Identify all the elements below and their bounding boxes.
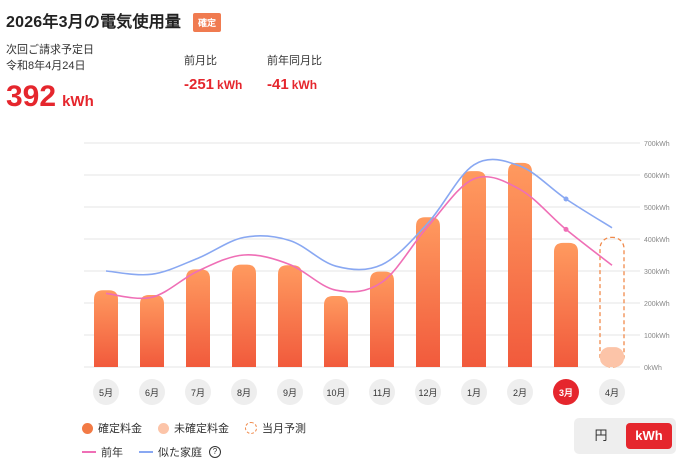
unit-toggle-yen-button[interactable]: 円 [594, 428, 608, 443]
unit-toggle: 円 kWh [574, 418, 676, 454]
next-billing-date: 令和8年4月24日 [6, 60, 86, 72]
confirmed-bar [278, 265, 302, 367]
confirmed-bar [462, 171, 486, 367]
x-tick-label: 4月 [605, 388, 619, 398]
x-tick-label: 8月 [237, 388, 251, 398]
month-chip [369, 379, 395, 405]
confirmed-bar [94, 290, 118, 367]
legend-forecast-label: 当月予測 [262, 423, 306, 435]
prev-year-value: -41 [267, 76, 289, 93]
confirmed-bar [416, 217, 440, 367]
confirmed-bar [508, 162, 532, 367]
x-tick-label: 2月 [513, 388, 527, 398]
page-title: 2026年3月の電気使用量 [6, 14, 182, 31]
month-chip [139, 379, 165, 405]
confirmed-bar [186, 269, 210, 367]
month-chip [599, 379, 625, 405]
legend-forecast: 当月予測 [245, 420, 306, 436]
unit-toggle-kwh-button[interactable]: kWh [626, 423, 672, 449]
legend-unconfirmed: 未確定料金 [158, 420, 229, 436]
x-tick-label: 10月 [326, 388, 345, 398]
usage-chart: 0kWh 100kWh 200kWh 300kWh 400kWh 500kWh 600kWh… [84, 141, 670, 405]
x-tick-label: 5月 [99, 388, 113, 398]
y-tick-label: 200kWh [644, 301, 670, 308]
month-chip [231, 379, 257, 405]
confirmed-bar [324, 295, 348, 367]
legend-confirmed: 確定料金 [82, 420, 142, 436]
prev-year-label: 前年同月比 [267, 55, 322, 67]
month-chip [507, 379, 533, 405]
usage-value: 392 [6, 80, 57, 113]
month-chip [461, 379, 487, 405]
confirmed-bar [370, 271, 394, 367]
forecast-swatch-icon [245, 422, 257, 434]
legend-bars: 確定料金 未確定料金 当月予測 [82, 420, 306, 436]
y-tick-label: 400kWh [644, 237, 670, 244]
help-icon[interactable]: ? [209, 446, 221, 458]
month-selected-chip [553, 379, 579, 405]
x-tick-label: 3月 [559, 388, 573, 398]
y-tick-label: 300kWh [644, 269, 670, 276]
legend-confirmed-label: 確定料金 [98, 423, 142, 435]
month-chip [415, 379, 441, 405]
forecast-bar [599, 236, 625, 368]
last-year-point [563, 226, 569, 232]
usage-unit: kWh [62, 93, 94, 110]
y-tick-label: 700kWh [644, 141, 670, 148]
next-billing-info: 次回ご請求予定日 令和8年4月24日 [6, 42, 94, 74]
legend-unconfirmed-label: 未確定料金 [174, 423, 229, 435]
unconfirmed-swatch-icon [158, 422, 169, 434]
prev-year-comparison: 前年同月比 -41 kWh [267, 52, 322, 93]
month-chip [277, 379, 303, 405]
confirmed-swatch-icon [82, 422, 93, 434]
prev-month-label: 前月比 [184, 55, 217, 67]
month-chip [93, 379, 119, 405]
confirmed-bar [140, 295, 164, 367]
x-tick-label: 12月 [418, 388, 437, 398]
similar-home-point [563, 196, 569, 202]
y-tick-label: 500kWh [644, 205, 670, 212]
month-chip [323, 379, 349, 405]
similar-home-swatch-icon [139, 451, 153, 453]
legend-lines: 前年 似た家庭 ? [82, 444, 221, 460]
y-tick-label: 100kWh [644, 333, 670, 340]
confirmed-bar [554, 242, 578, 367]
status-badge: 確定 [193, 13, 222, 32]
confirmed-bar [232, 264, 256, 367]
prev-month-value: -251 [184, 76, 215, 93]
legend-last-year: 前年 [82, 444, 123, 460]
usage-total: 392 kWh [6, 80, 94, 114]
x-tick-label: 1月 [467, 388, 481, 398]
legend-similar-home: 似た家庭 ? [139, 444, 221, 460]
x-tick-label: 9月 [283, 388, 297, 398]
similar-home-line [105, 158, 613, 276]
next-billing-label: 次回ご請求予定日 [6, 44, 94, 56]
last-year-line [105, 175, 613, 300]
last-year-swatch-icon [82, 451, 96, 453]
legend-similar-home-label: 似た家庭 [158, 447, 202, 459]
prev-month-comparison: 前月比 -251 kWh [184, 52, 242, 93]
x-tick-label: 11月 [373, 388, 391, 398]
unconfirmed-bar [600, 347, 624, 367]
x-tick-label: 6月 [145, 388, 159, 398]
month-chip [185, 379, 211, 405]
y-tick-label: 600kWh [644, 173, 670, 180]
prev-month-unit: kWh [217, 78, 243, 92]
y-tick-label: 0kWh [644, 365, 662, 372]
legend-last-year-label: 前年 [101, 447, 123, 459]
x-tick-label: 7月 [191, 388, 205, 398]
prev-year-unit: kWh [291, 78, 318, 92]
